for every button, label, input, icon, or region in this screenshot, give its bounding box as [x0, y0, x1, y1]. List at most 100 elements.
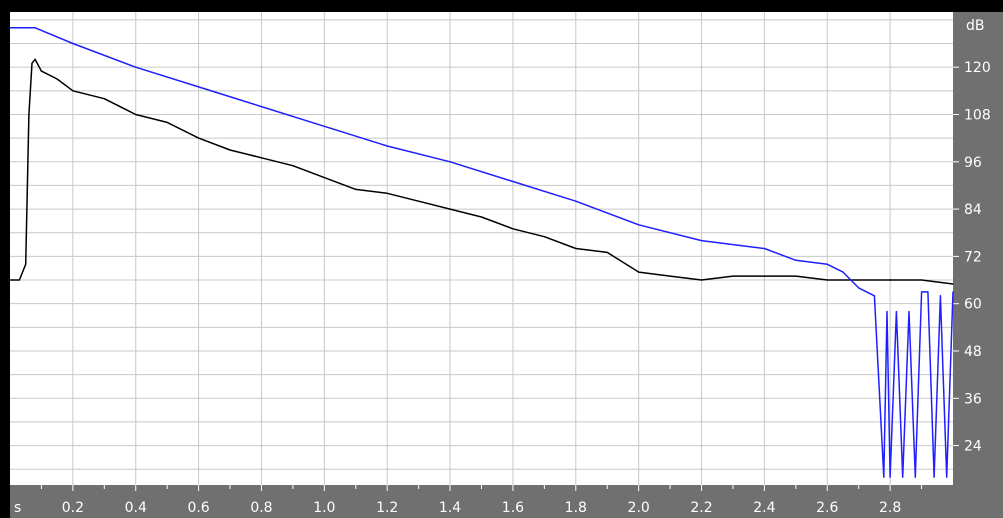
series-2-point — [323, 125, 325, 127]
series-1-point — [103, 98, 105, 100]
series-2-point — [9, 27, 11, 29]
series-2-point — [842, 271, 844, 273]
series-1-point — [18, 279, 20, 281]
y-tick-label: 72 — [964, 249, 982, 265]
x-tick-label: 1.4 — [439, 500, 461, 516]
series-1-point — [480, 216, 483, 218]
series-2-point — [914, 476, 916, 478]
y-tick-label: 24 — [964, 439, 982, 455]
x-tick-label: 2.8 — [879, 500, 901, 516]
series-1-point — [198, 137, 200, 139]
series-1-point — [72, 90, 74, 92]
y-tick-label: 108 — [964, 107, 991, 123]
grid — [10, 12, 953, 485]
series-1-point — [355, 188, 357, 190]
y-tick-label: 36 — [964, 391, 982, 407]
y-tick-label: 84 — [964, 202, 982, 218]
series-2-point — [873, 295, 876, 297]
series-2-point — [908, 311, 910, 313]
y-tick-label: 120 — [964, 60, 991, 76]
x-tick-label: 1.8 — [565, 500, 587, 516]
y-axis-ticks: 120 108 96 84 72 60 48 36 24 — [953, 60, 991, 455]
series-1-point — [9, 279, 11, 281]
series-1-point — [763, 275, 766, 277]
series-1-point — [952, 283, 954, 285]
series-1-point — [543, 236, 546, 238]
series-1-point — [40, 70, 43, 72]
series-2-point — [34, 27, 36, 29]
left-border — [0, 0, 10, 518]
series-1-point — [135, 113, 137, 116]
series-1-point — [229, 149, 231, 151]
x-tick-label: 2.2 — [690, 500, 712, 516]
series-1-point — [28, 113, 30, 116]
series-2-point — [449, 161, 451, 163]
series-1-point — [889, 279, 891, 281]
series-1-point — [858, 279, 860, 281]
y-tick-label: 96 — [964, 155, 982, 171]
series-2-point — [889, 476, 891, 478]
x-tick-label: 2.4 — [753, 500, 775, 516]
series-1-point — [56, 78, 58, 80]
series-2-point — [386, 145, 388, 147]
x-tick-label: 0.8 — [250, 500, 272, 516]
plot-area — [10, 12, 953, 485]
y-axis-bar — [953, 12, 1003, 518]
series-1-point — [418, 200, 420, 202]
series-1-point — [606, 251, 608, 253]
x-axis-bar — [10, 485, 953, 518]
series-2-point — [858, 287, 860, 289]
series-2-point — [883, 476, 885, 478]
series-2-point — [946, 476, 948, 478]
series-1-point — [669, 275, 671, 277]
series-2-point — [72, 42, 74, 45]
series-2-point — [260, 106, 263, 108]
series-2-point — [952, 291, 954, 293]
series-1-point — [386, 192, 388, 194]
series-2-point — [886, 311, 888, 313]
y-tick-label: 60 — [964, 297, 982, 313]
x-axis-label: s — [14, 500, 21, 516]
series-1-point — [732, 275, 734, 277]
series-1-point — [512, 228, 514, 230]
series-1-point — [292, 165, 294, 167]
series-2-point — [763, 247, 766, 250]
series-2-point — [921, 291, 923, 293]
series-1-point — [323, 177, 325, 179]
series-1-point — [166, 121, 168, 123]
y-axis-label: dB — [966, 18, 985, 34]
x-tick-label: 0.2 — [62, 500, 84, 516]
series-1-point — [575, 247, 577, 250]
series-2-point — [135, 66, 137, 68]
x-tick-label: 2.0 — [628, 500, 650, 516]
series-2-point — [933, 476, 935, 478]
series-2-point — [198, 86, 200, 88]
series-1-point — [826, 279, 828, 281]
x-tick-label: 0.4 — [125, 500, 147, 516]
series-2-point — [927, 291, 929, 293]
series-1-point — [25, 263, 27, 265]
series-1-point — [260, 157, 263, 159]
series-2-point — [638, 224, 640, 226]
series-2-point — [795, 259, 797, 261]
x-tick-label: 2.6 — [816, 500, 838, 516]
top-border — [0, 0, 1003, 12]
y-tick-label: 48 — [964, 344, 982, 360]
series-1-point — [638, 271, 640, 273]
series-1-point — [449, 208, 451, 210]
x-tick-label: 0.6 — [187, 500, 209, 516]
series-layer — [9, 27, 954, 478]
series-2-point — [902, 476, 904, 478]
x-tick-label: 1.0 — [313, 500, 335, 516]
series-1-point — [34, 58, 36, 60]
x-tick-label: 1.2 — [376, 500, 398, 516]
series-2-point — [895, 311, 898, 313]
series-2-point — [575, 200, 577, 202]
series-1-point — [795, 275, 797, 277]
series-2-point — [700, 240, 703, 242]
x-tick-label: 1.6 — [502, 500, 524, 516]
series-2-point — [939, 295, 942, 297]
series-2-point — [826, 263, 828, 265]
